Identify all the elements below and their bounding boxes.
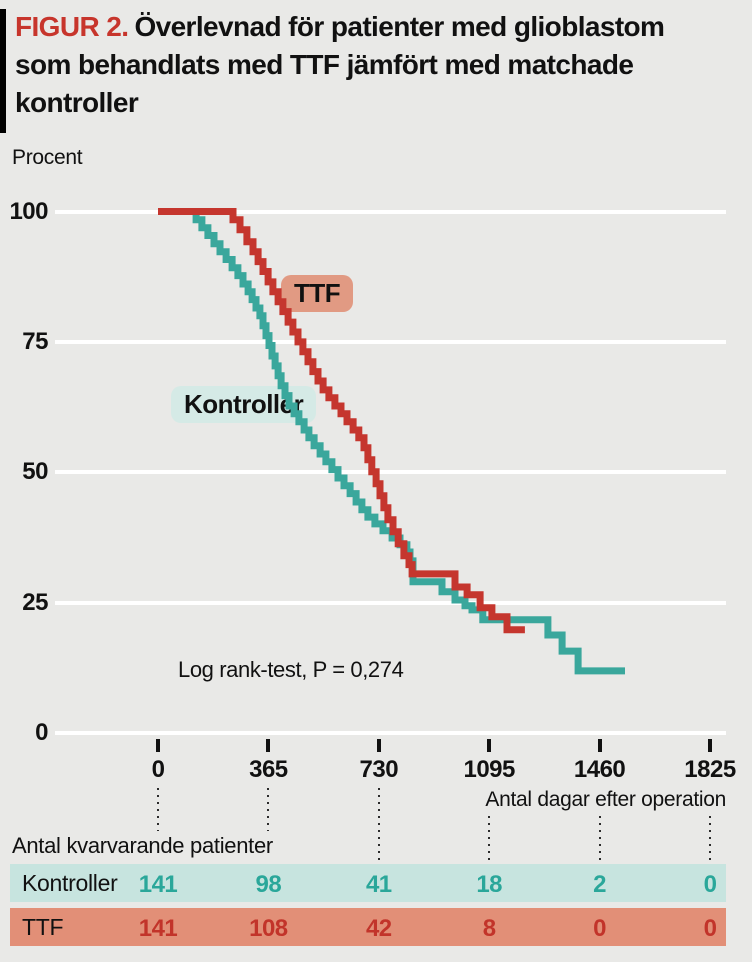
y-axis-tick-label: 100	[9, 197, 48, 225]
risk-count: 18	[476, 871, 503, 898]
risk-table-heading: Antal kvarvarande patienter	[12, 833, 273, 858]
gridline-0	[55, 731, 726, 735]
risk-count: 0	[593, 915, 607, 942]
x-axis-tick-label: 1460	[573, 756, 626, 783]
y-axis-caption: Procent	[12, 146, 83, 169]
risk-count: 0	[703, 915, 717, 942]
risk-count: 8	[482, 915, 496, 942]
y-axis-tick-label: 50	[22, 458, 48, 486]
dotted-guide-line	[598, 816, 601, 862]
x-axis-caption: Antal dagar efter operation	[485, 788, 726, 811]
figure-title-line1: Överlevnad för patienter med glioblastom	[134, 11, 665, 42]
figure-title-line2: som behandlats med TTF jämfört med match…	[15, 49, 634, 80]
x-axis-tick-mark	[156, 739, 160, 752]
risk-row-ttf: TTF 141 108 42 8 0 0	[10, 908, 726, 946]
title-left-rule	[0, 9, 6, 133]
gridline-25	[55, 600, 726, 605]
dotted-guide-line	[157, 788, 159, 831]
risk-count: 108	[249, 915, 288, 942]
x-axis-tick-label: 1095	[463, 756, 515, 783]
risk-count: 141	[138, 915, 178, 942]
gridline-100	[55, 209, 726, 214]
figure-number-label: FIGUR 2.	[15, 11, 129, 42]
x-axis-tick-label: 0	[151, 756, 165, 783]
gridline-75	[55, 339, 726, 344]
risk-row-label: TTF	[22, 914, 64, 940]
survival-curve-kontroller	[158, 208, 625, 675]
figure-title-line3: kontroller	[15, 87, 139, 118]
risk-count: 2	[593, 871, 607, 898]
x-axis-tick-label: 1825	[684, 756, 736, 783]
risk-count: 0	[703, 871, 717, 898]
x-axis-tick-mark	[266, 739, 271, 752]
figure-title: FIGUR 2. Överlevnad för patienter med gli…	[15, 8, 739, 122]
dotted-guide-line	[488, 816, 491, 862]
y-axis-tick-label: 75	[22, 327, 48, 355]
log-rank-annotation: Log rank-test, P = 0,274	[178, 657, 404, 682]
y-axis-tick-label: 0	[35, 719, 48, 746]
gridline-50	[55, 470, 726, 475]
risk-row-label: Kontroller	[22, 870, 118, 896]
dotted-guide-line	[377, 788, 380, 862]
risk-count: 42	[365, 915, 392, 942]
survival-curve-ttf	[158, 208, 525, 634]
risk-count: 141	[138, 871, 178, 898]
risk-row-kontroller: Kontroller 141 98 41 18 2 0	[10, 864, 726, 902]
x-axis-tick-label: 365	[249, 756, 288, 783]
x-axis-tick-mark	[376, 739, 381, 752]
x-axis-tick-mark	[487, 739, 492, 752]
dotted-guide-line	[709, 816, 711, 862]
x-axis-tick-mark	[708, 739, 712, 752]
risk-count: 41	[365, 871, 392, 898]
risk-count: 98	[255, 871, 282, 898]
x-axis-tick-mark	[597, 739, 602, 752]
dotted-guide-line	[267, 788, 270, 831]
y-axis-tick-label: 25	[22, 588, 48, 616]
x-axis-tick-label: 730	[359, 756, 399, 783]
legend-chip-ttf: TTF	[281, 275, 354, 312]
